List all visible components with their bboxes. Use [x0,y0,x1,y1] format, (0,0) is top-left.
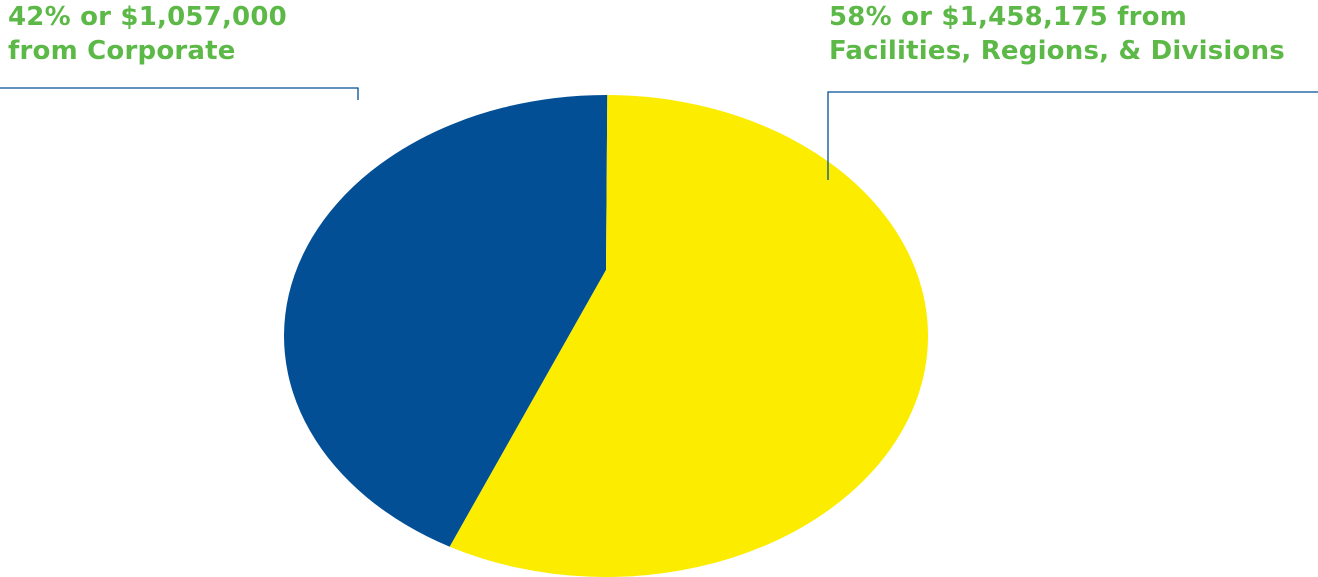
slice-label-corporate-line-1: 42% or $1,057,000 [8,2,287,32]
slice-label-facilities-line-1: 58% or $1,458,175 from [829,2,1188,32]
slice-label-facilities: 58% or $1,458,175 from Facilities, Regio… [829,0,1285,68]
leader-line-corporate [0,87,359,100]
pie-slice-facilities-regions-divisions [449,95,929,577]
slice-label-facilities-line-2: Facilities, Regions, & Divisions [829,36,1285,66]
slice-label-corporate-line-2: from Corporate [8,36,236,66]
leader-line-facilities [827,91,1318,180]
pie-slice-corporate [284,94,608,547]
slice-label-corporate: 42% or $1,057,000 from Corporate [8,0,287,68]
